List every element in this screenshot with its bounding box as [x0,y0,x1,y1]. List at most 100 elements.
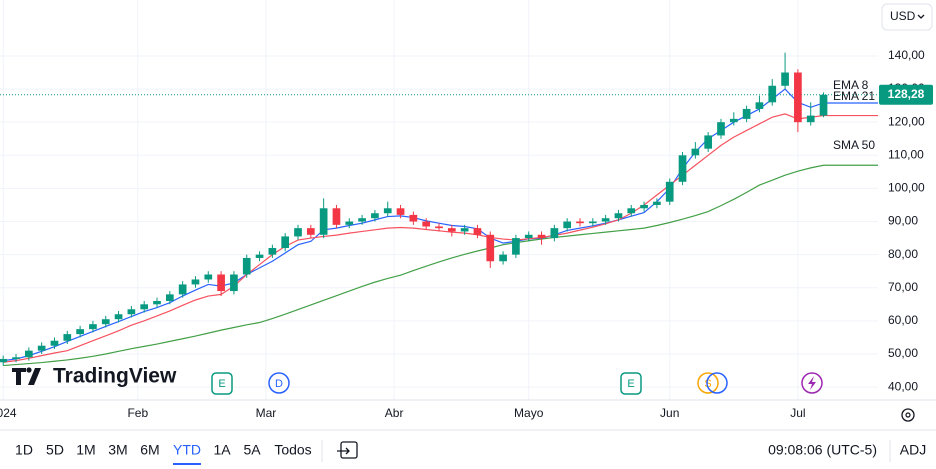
event-label: E [627,378,634,390]
candle-body [345,221,354,225]
event-label: D [275,378,283,390]
legend-label: EMA 21 [833,89,875,103]
y-tick-label: 60,00 [888,313,918,327]
x-tick-label: Mayo [514,406,544,420]
candle-body [435,226,443,229]
candle-body [217,274,225,292]
event-badge[interactable] [211,372,233,395]
candle-body [614,213,623,219]
candle-body [576,221,584,224]
range-button[interactable]: 5D [46,442,64,458]
price-badge [879,84,933,105]
candle-body [204,274,213,280]
adjust-button[interactable]: ADJ [900,442,926,458]
event-badge[interactable] [697,372,719,394]
price-badge-label: 128,28 [888,87,925,101]
candle-body [704,135,713,149]
event-badge-extra [706,372,728,394]
candle-body [665,181,674,202]
range-button[interactable]: 6M [140,442,159,458]
candle-body [358,218,366,222]
candle-body [37,345,46,351]
range-button[interactable]: Todos [274,442,311,458]
candle-body [755,102,764,109]
candle-body [294,228,302,237]
candle-body [371,213,379,219]
settings-icon[interactable] [901,408,915,422]
x-tick-label: Feb [127,406,148,420]
range-button[interactable]: 1A [213,442,231,458]
candle-body [627,208,636,214]
candle-body [191,279,200,285]
candle-body [230,274,238,292]
candle-body [114,314,123,320]
candle-body [601,218,610,222]
candle-body [717,122,725,136]
y-tick-label: 90,00 [888,214,918,228]
candle-body [499,254,507,262]
currency-label: USD [890,9,916,23]
legend-label: SMA 50 [833,138,875,152]
logo-mark [12,368,41,385]
x-tick-label: Abr [385,406,404,420]
event-label: S [704,378,711,390]
compare-icon[interactable] [337,441,358,459]
candle-body [742,108,751,119]
candle-body [101,319,110,325]
range-button[interactable]: YTD [173,442,201,458]
candle-body [332,208,341,225]
candle-body [806,115,815,123]
y-tick-label: 80,00 [888,247,918,261]
logo-dot [26,367,32,373]
candle-body [447,228,456,232]
candle-body [12,357,20,359]
candle-body [153,300,161,305]
event-badge[interactable] [268,372,290,394]
candle-body [319,208,328,235]
candle-body [768,85,777,103]
candle-body [563,221,572,229]
candle-body [781,72,789,86]
y-tick-label: 110,00 [888,147,924,161]
currency-button[interactable] [881,3,933,31]
indicator-line [3,164,824,367]
candle-body [588,221,597,224]
candle-body [165,294,174,301]
candle-body [140,304,149,310]
candle-body [653,201,661,205]
compare-icon-box [340,441,358,459]
candle-body [0,358,8,363]
candle-body [178,284,187,295]
candle-body [383,208,392,214]
range-button[interactable]: 5A [243,442,261,458]
candle-body [794,72,802,123]
candle-body [242,257,251,275]
x-tick-label: Jun [660,406,679,420]
candle-body [50,340,59,346]
candle-body [306,228,315,235]
candle-body [678,155,687,182]
chevron-icon [917,14,925,19]
candle-body [89,324,97,330]
x-tick-label: 2024 [0,406,17,420]
range-button[interactable]: 3M [108,442,127,458]
candle-body [281,236,290,249]
event-label: E [218,378,225,390]
candle-body [268,248,277,255]
y-tick-label: 140,00 [888,48,925,62]
candle-body [819,94,828,116]
candle-body [486,234,495,262]
y-tick-label: 70,00 [888,280,918,294]
indicator-line [3,113,824,363]
y-tick-label: 40,00 [888,379,918,393]
event-badge[interactable] [620,372,642,395]
range-button[interactable]: 1D [15,442,33,458]
range-button[interactable]: 1M [76,442,95,458]
toolbar: 1D 5D 1M 3M 6M YTD 1A 5A Todos [15,442,312,465]
x-tick-label: Mar [256,406,277,420]
candle-body [422,221,431,227]
candle-body [396,208,405,215]
logo: TradingView [12,365,177,388]
compare-icon-arrow [337,447,350,455]
